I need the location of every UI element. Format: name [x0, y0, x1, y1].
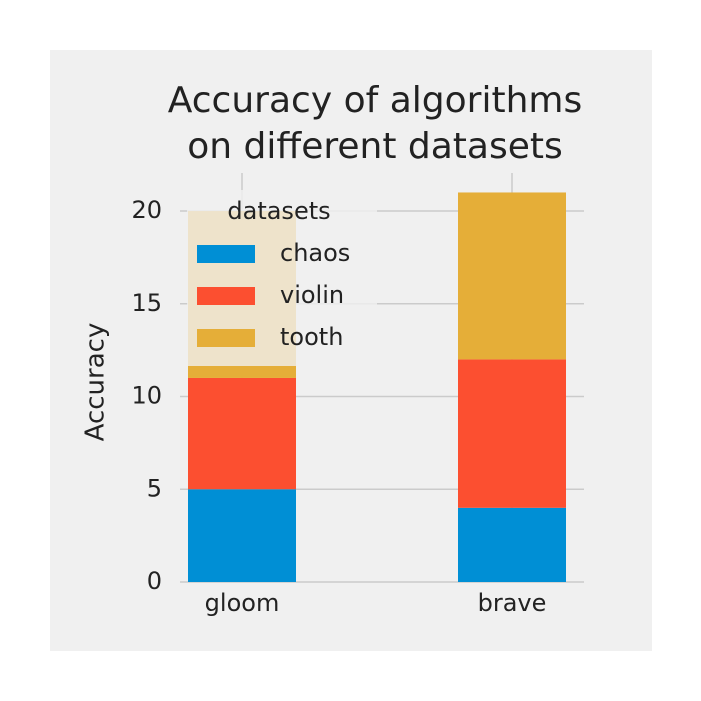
- bar-segment: [458, 359, 566, 508]
- legend-label: chaos: [280, 239, 350, 267]
- legend-title: datasets: [227, 197, 330, 225]
- bar-segment: [458, 192, 566, 360]
- y-tick-label: 0: [147, 567, 162, 595]
- y-tick-label: 5: [147, 474, 162, 502]
- x-tick-label: gloom: [205, 589, 280, 617]
- bar-segment: [188, 377, 296, 490]
- legend: datasets chaos violin tooth: [187, 190, 377, 366]
- y-tick-label: 10: [131, 382, 162, 410]
- legend-swatch: [197, 245, 255, 263]
- y-axis-label: Accuracy: [81, 323, 111, 442]
- y-tick-label: 20: [131, 196, 162, 224]
- y-tick-label: 15: [131, 289, 162, 317]
- bar-segment: [458, 507, 566, 582]
- legend-label: tooth: [280, 323, 343, 351]
- bar-segment: [188, 489, 296, 582]
- legend-label: violin: [280, 281, 344, 309]
- legend-swatch: [197, 329, 255, 347]
- x-tick-label: brave: [478, 589, 547, 617]
- legend-swatch: [197, 287, 255, 305]
- chart-title: Accuracy of algorithms on different data…: [167, 80, 583, 167]
